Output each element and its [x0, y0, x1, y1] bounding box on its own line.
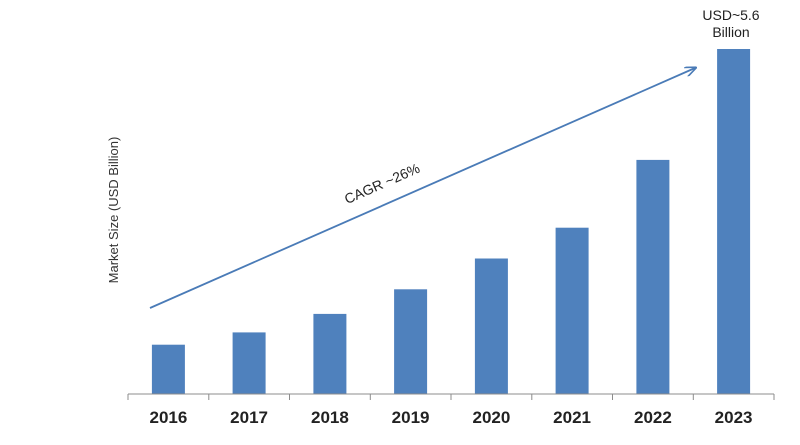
bars-group: [151, 49, 751, 394]
x-tick-label-2016: 2016: [149, 408, 187, 427]
cagr-trend-arrow: [149, 68, 695, 309]
x-tick-labels: 2016 2017 2018 2019 2020 2021 2022 2023: [149, 408, 752, 427]
cagr-label: CAGR ~26%: [342, 160, 422, 207]
bar-2019: [394, 289, 428, 394]
bar-2022: [636, 159, 670, 394]
x-tick-label-2023: 2023: [715, 408, 753, 427]
bar-2016: [151, 344, 185, 394]
bar-2021: [555, 227, 589, 394]
x-axis-ticks: [127, 394, 775, 400]
x-tick-label-2018: 2018: [311, 408, 349, 427]
x-tick-label-2019: 2019: [392, 408, 430, 427]
end-value-label-line1: USD~5.6: [702, 7, 759, 23]
bar-2018: [313, 313, 347, 394]
x-tick-label-2021: 2021: [553, 408, 591, 427]
end-value-label-line2: Billion: [712, 24, 749, 40]
y-axis-title: Market Size (USD Billion): [106, 137, 121, 284]
x-tick-label-2017: 2017: [230, 408, 268, 427]
bar-2020: [474, 258, 508, 394]
x-tick-label-2022: 2022: [634, 408, 672, 427]
bar-2017: [232, 332, 266, 394]
x-tick-label-2020: 2020: [472, 408, 510, 427]
bar-2023: [717, 49, 751, 394]
